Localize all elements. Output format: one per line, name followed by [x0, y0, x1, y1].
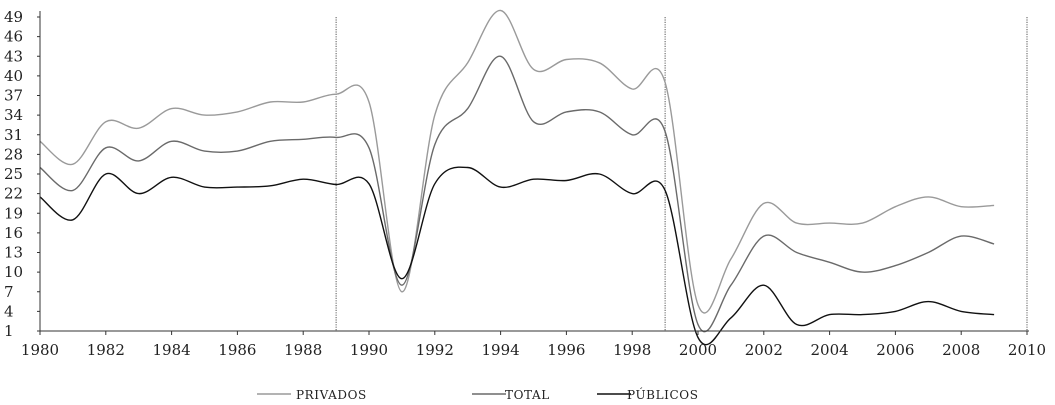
x-tick-label: 1986 — [218, 341, 256, 359]
legend: PRIVADOS TOTAL PÚBLICOS — [257, 386, 699, 402]
legend-label-publicos: PÚBLICOS — [627, 386, 699, 402]
y-tick-label: 10 — [4, 263, 23, 281]
x-tick-label: 1998 — [613, 341, 651, 359]
series-line-total — [39, 55, 995, 333]
x-tick-label: 1984 — [153, 341, 191, 359]
y-tick-label: 28 — [4, 145, 23, 163]
x-tick-label: 2004 — [811, 341, 849, 359]
y-tick-label: 25 — [4, 165, 23, 183]
y-tick-label: 37 — [4, 87, 23, 105]
y-tick-label: 49 — [4, 8, 23, 26]
x-tick-label: 1996 — [547, 341, 585, 359]
x-tick-label: 2000 — [679, 341, 717, 359]
y-tick-label: 4 — [4, 302, 14, 320]
plot-area — [39, 9, 1028, 346]
y-tick-label: 31 — [4, 126, 23, 144]
y-tick-label: 40 — [4, 67, 23, 85]
legend-label-privados: PRIVADOS — [296, 388, 367, 402]
x-axis: 1980 1982 1984 1986 1988 1990 1992 1994 1996 1998… — [21, 330, 1046, 359]
y-tick-label: 22 — [4, 185, 23, 203]
y-tick-label: 16 — [4, 224, 23, 242]
series-line-privados — [39, 9, 995, 314]
x-tick-label: 1982 — [87, 341, 125, 359]
x-tick-label: 2002 — [745, 341, 783, 359]
x-tick-label: 2006 — [876, 341, 914, 359]
y-tick-label: 43 — [4, 47, 23, 65]
x-tick-label: 1990 — [350, 341, 388, 359]
x-tick-label: 2008 — [942, 341, 980, 359]
legend-label-total: TOTAL — [505, 388, 550, 402]
y-tick-label: 13 — [4, 244, 23, 262]
y-tick-label: 7 — [4, 283, 14, 301]
x-tick-label: 2010 — [1008, 341, 1046, 359]
y-tick-label: 19 — [4, 204, 23, 222]
series-line-publicos — [39, 166, 995, 346]
x-tick-label: 1980 — [21, 341, 59, 359]
x-tick-label: 1988 — [284, 341, 322, 359]
x-tick-label: 1994 — [482, 341, 520, 359]
y-tick-label: 1 — [4, 322, 14, 340]
y-tick-label: 46 — [4, 28, 23, 46]
x-tick-label: 1992 — [416, 341, 454, 359]
y-tick-label: 34 — [4, 106, 23, 124]
